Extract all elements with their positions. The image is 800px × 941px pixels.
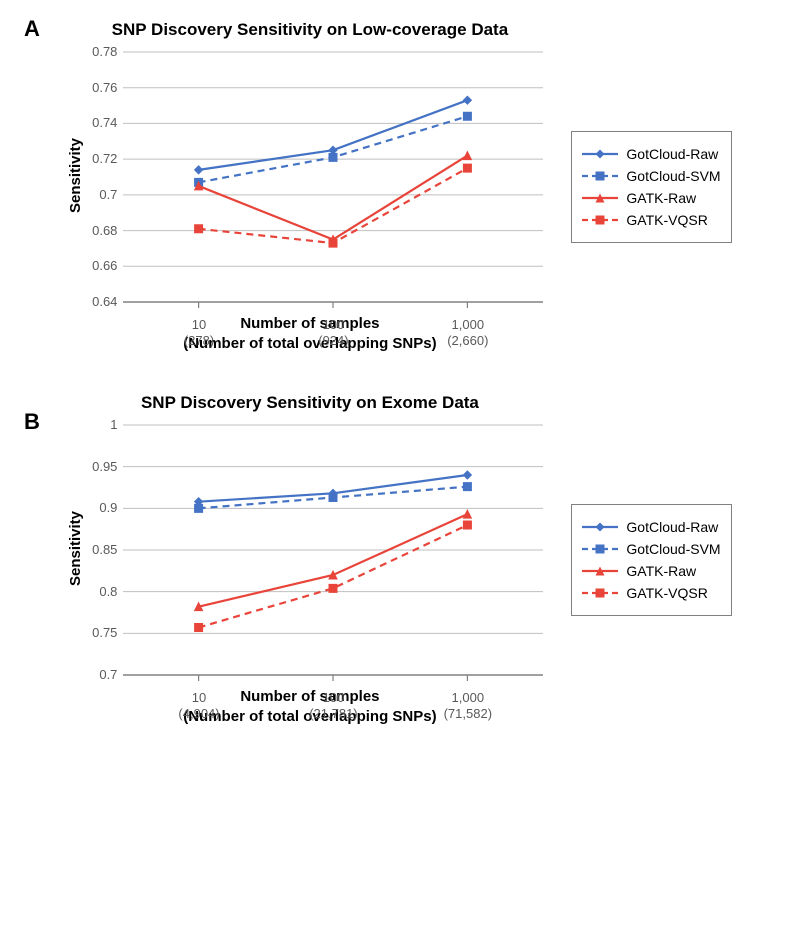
legend-item-gotcloud_svm: GotCloud-SVM xyxy=(582,168,720,184)
chart-a-y-axis-title: Sensitivity xyxy=(67,138,84,213)
legend-item-gatk_raw: GATK-Raw xyxy=(582,563,720,579)
legend-swatch xyxy=(582,169,618,183)
chart-a-block: SNP Discovery Sensitivity on Low-coverag… xyxy=(68,20,551,353)
legend-label: GATK-Raw xyxy=(626,190,696,206)
chart-a-plot-wrap: Sensitivity 0.640.660.680.70.720.740.760… xyxy=(68,46,551,308)
chart-b-y-axis-title: Sensitivity xyxy=(67,511,84,586)
x-tick-label: 1,000(2,660) xyxy=(447,317,488,350)
legend-swatch xyxy=(582,191,618,205)
x-tick-label: 1,000(71,582) xyxy=(444,690,492,723)
legend-b: GotCloud-Raw GotCloud-SVM GATK-Raw GATK-VQS… xyxy=(571,504,731,616)
legend-label: GotCloud-SVM xyxy=(626,168,720,184)
legend-label: GATK-VQSR xyxy=(626,212,707,228)
chart-b-plot-wrap: Sensitivity 0.70.750.80.850.90.951 10(4,… xyxy=(68,419,551,681)
chart-a-title: SNP Discovery Sensitivity on Low-coverag… xyxy=(68,20,551,40)
legend-label: GATK-VQSR xyxy=(626,585,707,601)
figure: A SNP Discovery Sensitivity on Low-cover… xyxy=(0,0,800,786)
x-tick-label: 10(278) xyxy=(184,317,214,350)
legend-item-gotcloud_raw: GotCloud-Raw xyxy=(582,146,720,162)
legend-swatch xyxy=(582,542,618,556)
legend-label: GotCloud-Raw xyxy=(626,519,718,535)
x-tick-label: 100(21,781) xyxy=(309,690,357,723)
chart-a-xticks: 10(278) 100(924) 1,000(2,660) xyxy=(68,313,551,353)
legend-swatch xyxy=(582,586,618,600)
legend-swatch xyxy=(582,147,618,161)
chart-b-block: SNP Discovery Sensitivity on Exome Data … xyxy=(68,393,551,726)
legend-label: GATK-Raw xyxy=(626,563,696,579)
legend-label: GotCloud-Raw xyxy=(626,146,718,162)
panel-b: B SNP Discovery Sensitivity on Exome Dat… xyxy=(10,393,790,726)
chart-b-svg xyxy=(68,419,551,681)
legend-swatch xyxy=(582,520,618,534)
legend-item-gotcloud_raw: GotCloud-Raw xyxy=(582,519,720,535)
chart-a-svg xyxy=(68,46,551,308)
legend-item-gatk_vqsr: GATK-VQSR xyxy=(582,585,720,601)
legend-a: GotCloud-Raw GotCloud-SVM GATK-Raw GATK-VQS… xyxy=(571,131,731,243)
legend-item-gatk_vqsr: GATK-VQSR xyxy=(582,212,720,228)
legend-swatch xyxy=(582,564,618,578)
panel-b-label: B xyxy=(24,409,40,435)
legend-swatch xyxy=(582,213,618,227)
x-tick-label: 10(4,904) xyxy=(178,690,219,723)
chart-b-title: SNP Discovery Sensitivity on Exome Data xyxy=(68,393,551,413)
panel-a: A SNP Discovery Sensitivity on Low-cover… xyxy=(10,20,790,353)
legend-item-gotcloud_svm: GotCloud-SVM xyxy=(582,541,720,557)
panel-a-label: A xyxy=(24,16,40,42)
x-tick-label: 100(924) xyxy=(318,317,348,350)
legend-label: GotCloud-SVM xyxy=(626,541,720,557)
chart-b-xticks: 10(4,904) 100(21,781) 1,000(71,582) xyxy=(68,686,551,726)
legend-item-gatk_raw: GATK-Raw xyxy=(582,190,720,206)
